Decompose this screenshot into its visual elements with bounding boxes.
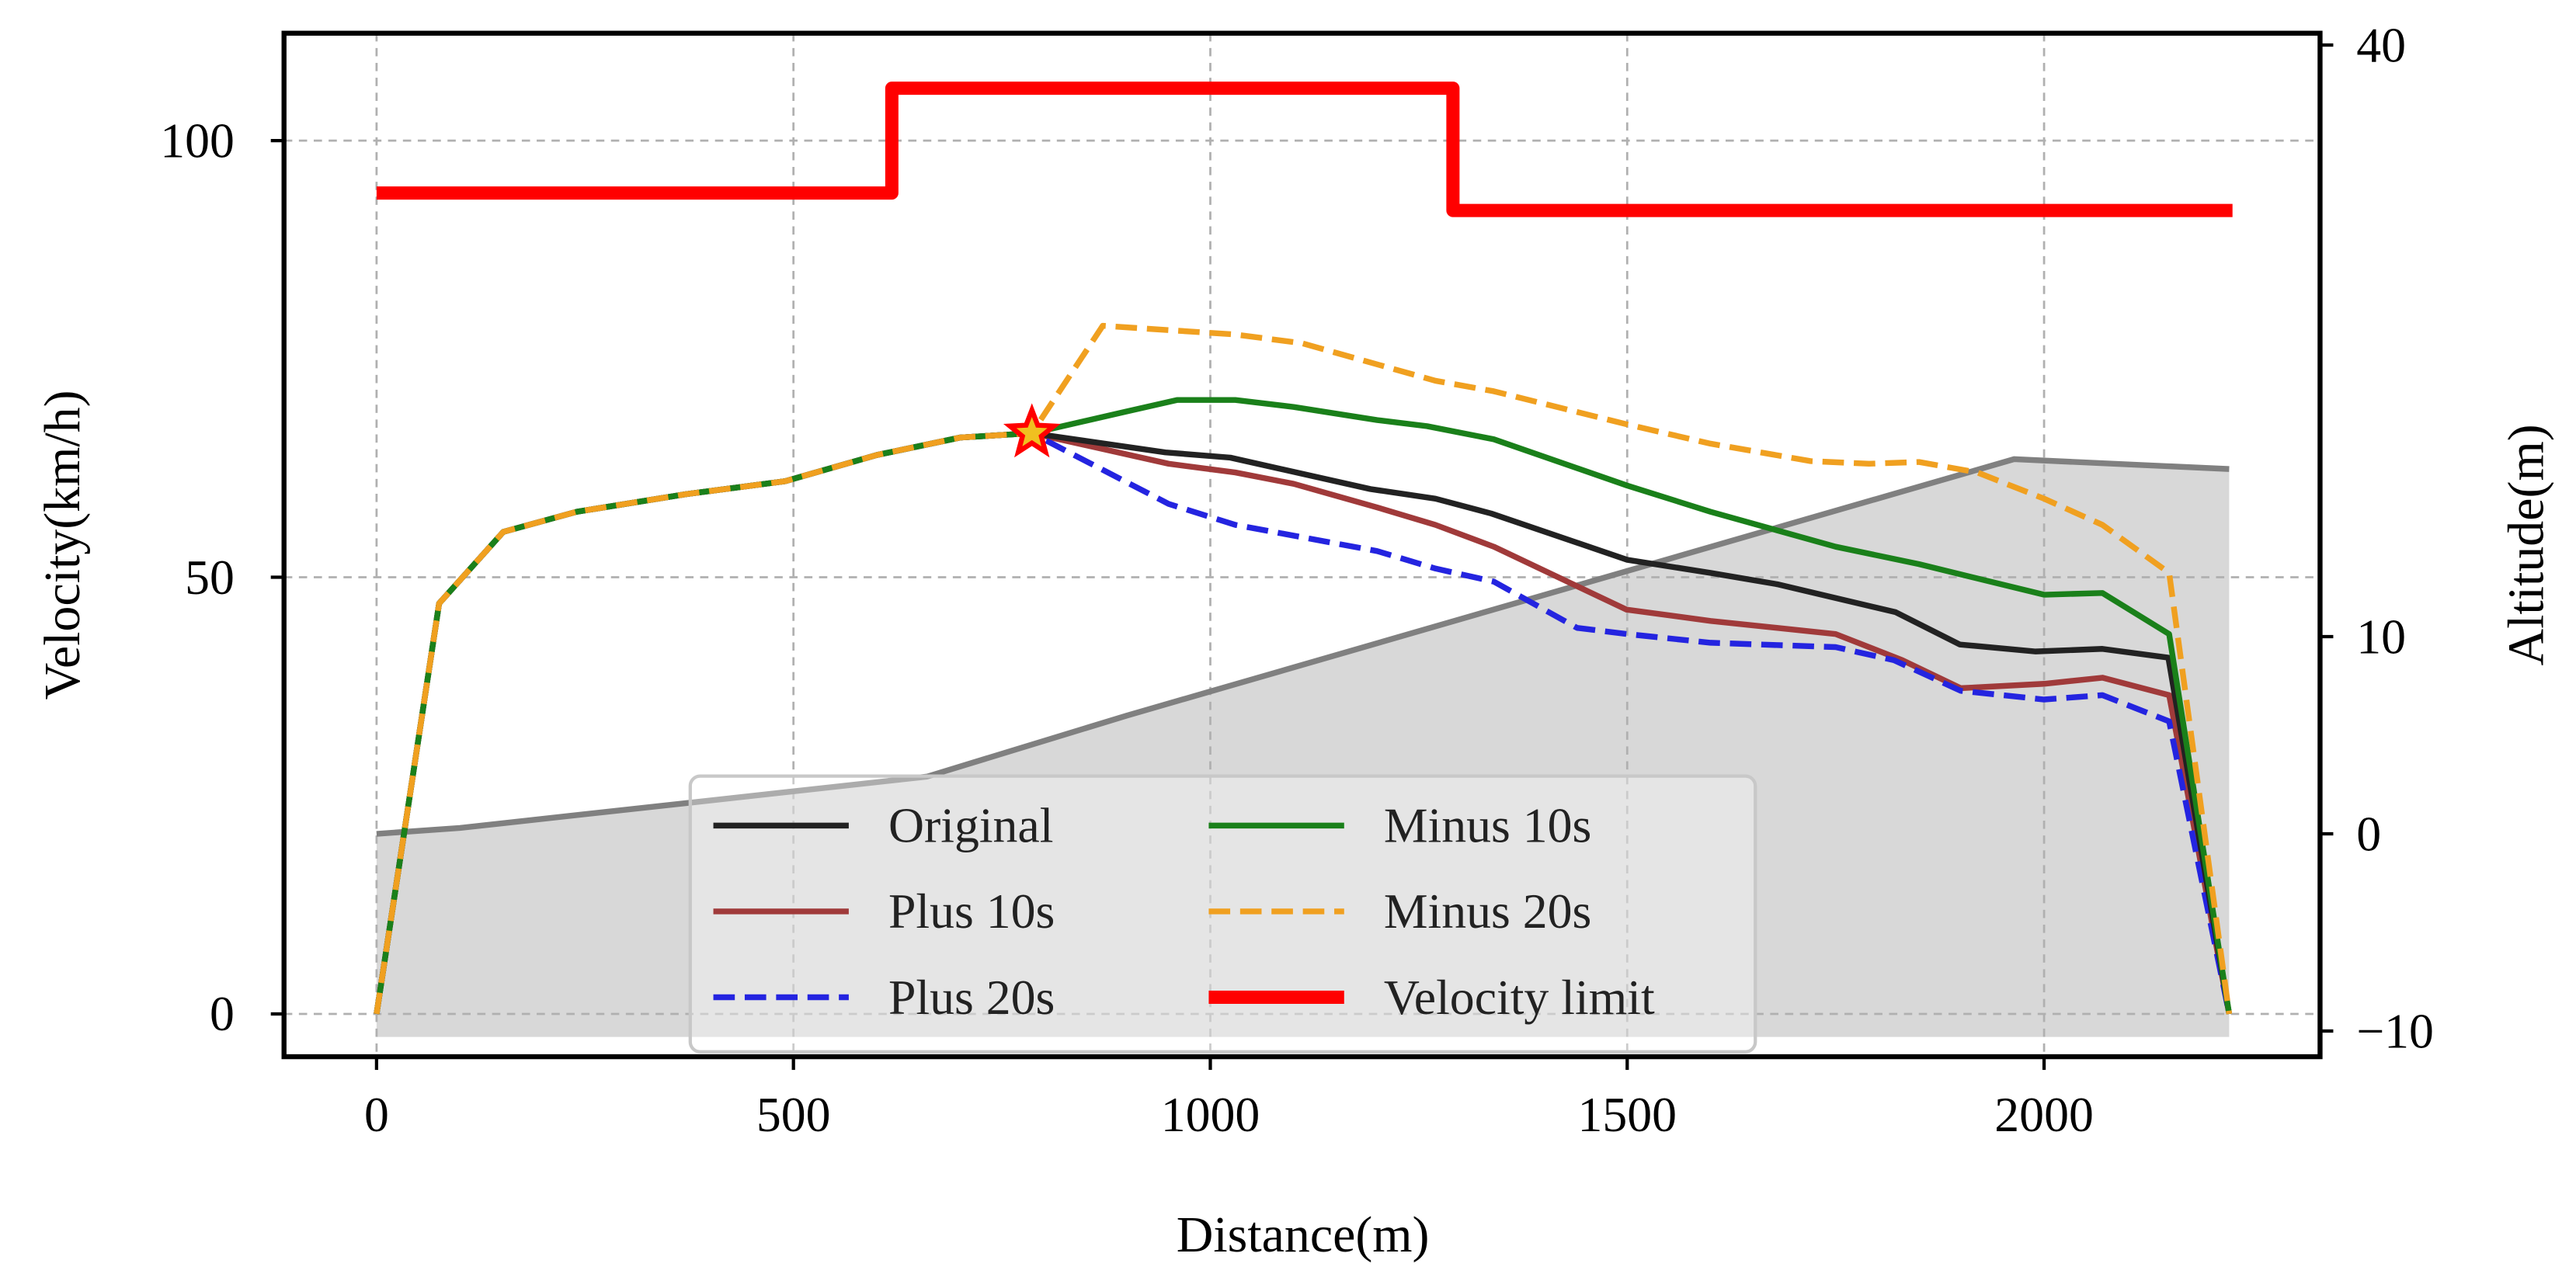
legend-label: Minus 20s [1384,884,1592,939]
series-line-velocity-limit [376,82,2233,217]
series-line-minus-20s [374,322,2233,1015]
legend-label: Original [888,798,1054,853]
altitude-line [376,456,2230,837]
legend-label: Plus 10s [888,884,1055,939]
y-tick-label: 50 [185,550,235,605]
y2-axis-label: Altitude(m) [2498,424,2554,665]
y-tick-label: 100 [160,113,235,168]
y2-tick-label: −10 [2356,1003,2434,1058]
legend-label: Velocity limit [1384,970,1655,1025]
x-tick-label: 500 [756,1087,831,1142]
y-tick-label: 0 [210,986,235,1041]
x-tick-label: 0 [364,1087,389,1142]
x-tick-label: 2000 [1994,1087,2094,1142]
star-marker [1003,403,1061,458]
y2-tick-label: 10 [2356,609,2406,664]
legend: Original Plus 10s Plus 20s Minus 10s Minus 2… [688,774,1757,1054]
plot-frame [281,30,2323,1060]
y2-tick-label: 40 [2356,17,2406,72]
y2-tick-label: 0 [2356,806,2381,861]
altitude-fill [376,459,2230,1037]
x-axis-label: Distance(m) [1177,1206,1430,1263]
x-tick-label: 1500 [1578,1087,1677,1142]
legend-label: Minus 10s [1384,798,1592,853]
x-tick-label: 1000 [1161,1087,1260,1142]
y-axis-label: Velocity(km/h) [34,390,91,700]
legend-label: Plus 20s [888,970,1055,1025]
